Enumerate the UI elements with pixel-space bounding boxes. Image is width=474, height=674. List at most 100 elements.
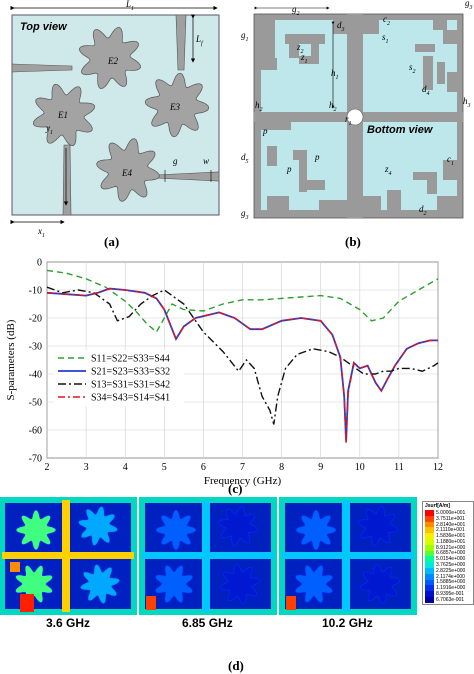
colorbar-value: 2.1174e+000 (436, 573, 465, 580)
colorbar-value: 3.7625e+000 (436, 562, 466, 569)
y-tick-label: 0 (37, 258, 42, 269)
dim-b-19: d2 (419, 204, 427, 217)
current-distributions (0, 497, 417, 615)
flower-e2 (79, 27, 141, 89)
colorbar-swatch (425, 596, 434, 603)
series-line-2 (46, 286, 439, 425)
colorbar-row: 2.1110e+001 (425, 527, 471, 533)
colorbar-row: 3.7625e+000 (425, 562, 471, 568)
dim-b-16: p (314, 152, 320, 162)
x-tick-label: 6 (201, 462, 206, 473)
colorbar-swatch (425, 556, 434, 563)
element-e4-label: E4 (121, 168, 132, 178)
top-view-diagram: Top view E2 E3 E1 E4 L1 Lf x1 y1 g w (10, 0, 220, 239)
legend-entry-1: S21=S23=S33=S32 (91, 367, 170, 378)
s-parameter-chart: 2 3 4 5 6 7 8 9 10 11 12 0 -10 -20 -30 -40 -50 -60 -70 S11… (5, 258, 443, 488)
colorbar-row: 8.9121e+000 (425, 545, 471, 551)
legend-entry-2: S13=S31=S31=S42 (91, 380, 170, 391)
colorbar-value: 2.1110e+001 (436, 527, 465, 534)
panel-b: Bottom view g2g1d3h1c2g3z2z1s1s2d4h2h3r1… (237, 0, 474, 250)
colorbar-swatch (425, 533, 434, 539)
colorbar-swatch (425, 579, 434, 586)
series-line-3 (46, 287, 438, 445)
colorbar-row: 8.9395e-001 (425, 591, 471, 597)
legend-entry-0: S11=S22=S33=S44 (91, 354, 170, 365)
dim-b-15: d5 (241, 152, 249, 165)
x-tick-label: 10 (355, 462, 365, 473)
dim-y1: y1 (45, 123, 53, 136)
freq-label-2: 6.85 GHz (182, 616, 233, 630)
legend-entry-3: S34=S43=S14=S41 (91, 393, 170, 404)
current-map-2 (139, 497, 277, 615)
quadrant-top-right (363, 20, 457, 112)
colorbar-value: 6.6857e+000 (436, 550, 466, 557)
colorbar-row: 6.6857e+000 (425, 550, 471, 557)
colorbar-value: 3.7511e+001 (436, 515, 465, 522)
colorbar-swatch (425, 591, 434, 597)
colorbar-value: 8.9121e+000 (436, 544, 466, 551)
colorbar-row: 6.7063e-001 (425, 597, 471, 603)
colorbar-value: 2.8225e+000 (436, 567, 466, 574)
top-view-title: Top view (20, 21, 68, 33)
dim-b-21: c1 (447, 154, 454, 167)
panel-d-label: (d) (228, 658, 244, 673)
y-tick-label: -40 (29, 370, 42, 381)
dim-b-4: c2 (383, 14, 390, 27)
y-axis-label: S-parameters (dB) (5, 319, 17, 400)
colorbar-swatch (425, 538, 434, 545)
dim-b-11: h2 (255, 100, 263, 113)
colorbar-swatch (425, 567, 434, 574)
x-tick-label: 5 (162, 462, 167, 473)
colorbar-value: 2.8140e+001 (436, 521, 466, 528)
series-line-0 (46, 269, 439, 334)
colorbar-swatch (425, 562, 434, 568)
colorbar-value: 6.7063e-001 (436, 596, 465, 603)
colorbar-row: 5.0154e+000 (425, 556, 471, 562)
flower-e4 (96, 138, 160, 202)
flower-e3 (144, 72, 210, 138)
dim-b-7: z1 (300, 52, 308, 65)
flower-elements (32, 27, 210, 202)
quadrant-top-left (261, 20, 347, 112)
colorbar-value: 1.5885e+000 (436, 579, 466, 586)
element-e3-label: E3 (169, 102, 180, 112)
current-map-3 (279, 497, 417, 615)
dim-b-10: d4 (422, 84, 430, 97)
bottom-view-diagram: Bottom view g2g1d3h1c2g3z2z1s1s2d4h2h3r1… (241, 0, 473, 221)
freq-label-3: 10.2 GHz (322, 616, 373, 630)
panel-b-label: (b) (345, 234, 361, 249)
dim-b-9: s2 (409, 62, 416, 75)
flower-e1 (32, 83, 96, 147)
x-tick-label: 11 (394, 462, 404, 473)
panel-c-label: (c) (228, 481, 243, 496)
dim-g: g (173, 156, 178, 166)
y-tick-label: -10 (29, 286, 42, 297)
dim-b-22: g3 (241, 208, 249, 221)
current-map-1 (0, 497, 137, 615)
colorbar-value: 5.0154e+000 (436, 556, 466, 563)
dim-b-13: r1 (345, 114, 352, 127)
colorbar-title: Jsurf[A/m] (425, 503, 451, 509)
colorbar-swatch (425, 515, 434, 522)
dim-b-6: z2 (296, 42, 304, 55)
y-tick-label: -20 (29, 314, 42, 325)
colorbar-swatch (425, 573, 434, 580)
colorbar-row: 1.1916e+000 (425, 585, 471, 591)
colorbar-swatch (425, 544, 434, 551)
dim-b-12: h3 (463, 96, 471, 109)
x-tick-label: 2 (45, 462, 50, 473)
colorbar: Jsurf[A/m] 5.0000e+001 3.7511e+001 2.8140e… (422, 501, 474, 605)
x-tick-label: 3 (84, 462, 89, 473)
dim-b-5: g3 (465, 0, 473, 11)
dim-lf: Lf (195, 34, 204, 47)
freq-label-1: 3.6 GHz (46, 616, 91, 630)
feed-line-left (11, 63, 73, 73)
center-via (346, 108, 364, 126)
x-tick-label: 4 (123, 462, 128, 473)
colorbar-value: 1.1916e+000 (436, 585, 466, 592)
colorbar-row: 2.1174e+000 (425, 574, 471, 580)
slot-pattern (261, 20, 457, 210)
chart-legend: S11=S22=S33=S44 S21=S23=S33=S32 S13=S31=S3… (58, 354, 170, 404)
colorbar-row: 5.0000e+001 (425, 510, 471, 516)
panel-a: Top view E2 E3 E1 E4 L1 Lf x1 y1 g w (0, 0, 237, 250)
